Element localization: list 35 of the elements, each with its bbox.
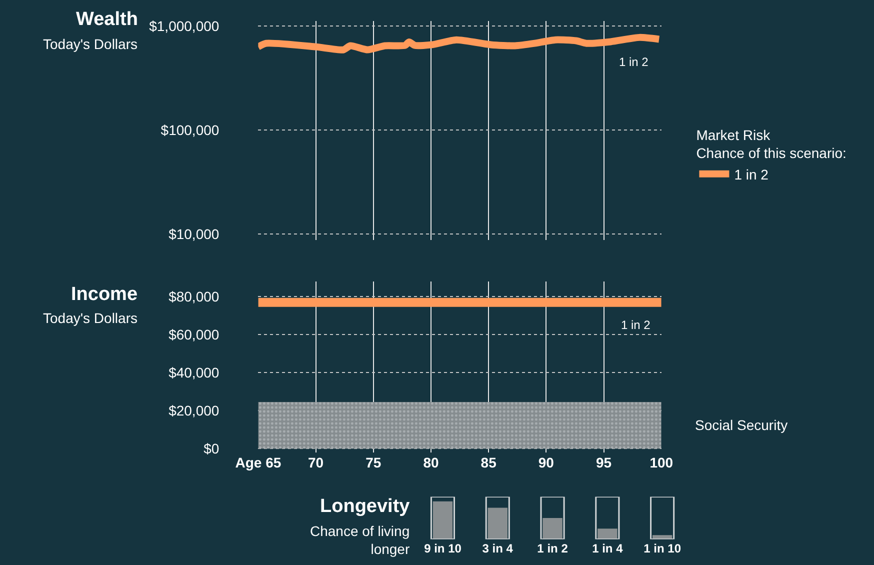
x-tick-label: 1 in 4: [592, 541, 624, 556]
y-tick-label: $40,000: [168, 364, 220, 381]
y-tick-label: $20,000: [168, 402, 220, 418]
annotation: 1 in 2: [619, 55, 649, 69]
x-tick-label: 90: [538, 454, 554, 470]
y-tick-label: $1,000,000: [149, 18, 220, 34]
x-tick-label: 9 in 10: [424, 541, 462, 556]
bar: [542, 518, 562, 540]
x-tick-label: Age 65: [235, 454, 282, 470]
x-tick-label: 95: [596, 454, 612, 470]
text: Today's Dollars: [43, 36, 138, 52]
y-tick-label: $0: [204, 440, 220, 456]
x-tick-label: 100: [650, 454, 674, 470]
x-tick-label: 70: [308, 454, 324, 470]
annotation: 1 in 2: [621, 318, 651, 332]
y-tick-label: $100,000: [160, 122, 220, 138]
chart-title: Longevity: [320, 496, 410, 517]
x-tick-label: 80: [423, 454, 439, 470]
x-tick-label: 1 in 10: [644, 541, 682, 556]
bar: [598, 528, 618, 540]
text: Income: [71, 284, 138, 305]
x-tick-label: 85: [480, 454, 497, 470]
bar: [488, 508, 508, 540]
x-tick-label: 3 in 4: [482, 541, 514, 556]
text: Today's Dollars: [43, 310, 138, 326]
legend-title: Market Risk Chance of this scenario:: [696, 127, 846, 162]
text: Social Security: [695, 417, 788, 433]
legend-label: 1 in 2: [734, 166, 769, 182]
y-tick-label: $80,000: [168, 288, 220, 305]
x-tick-label: 75: [366, 454, 382, 470]
x-tick-label: 1 in 2: [537, 541, 568, 556]
y-tick-label: $60,000: [168, 326, 220, 343]
chart-title: Wealth: [76, 9, 138, 30]
text: Chance of living longer: [310, 523, 410, 558]
y-tick-label: $10,000: [168, 226, 220, 242]
